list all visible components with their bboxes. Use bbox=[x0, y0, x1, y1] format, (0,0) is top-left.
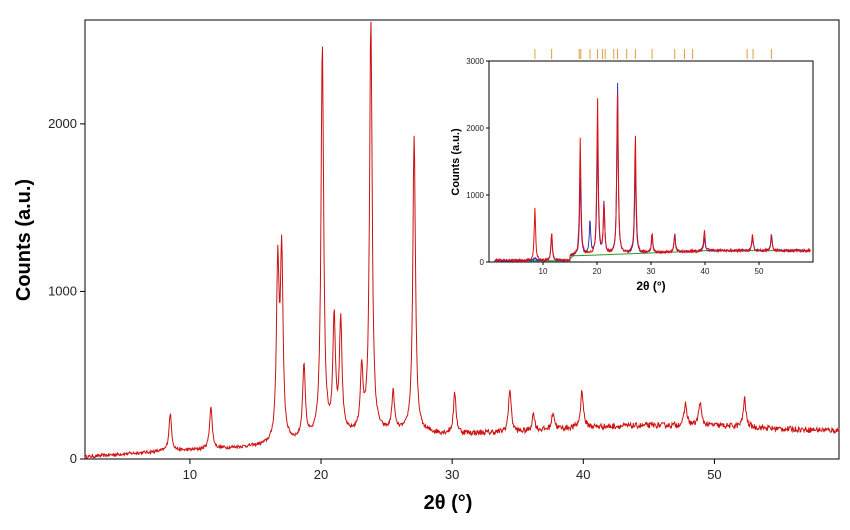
main-x-axis-title: 2θ (°) bbox=[424, 492, 473, 514]
main-x-tick-label: 50 bbox=[707, 467, 721, 482]
main-y-ticks: 0 1000 2000 bbox=[48, 116, 85, 466]
main-x-tick-label: 20 bbox=[314, 467, 328, 482]
inset-x-axis-title: 2θ (°) bbox=[636, 279, 665, 293]
inset-x-ticks: 10 20 30 40 50 bbox=[539, 262, 764, 276]
inset-x-tick-label: 20 bbox=[593, 267, 602, 276]
main-x-tick-label: 40 bbox=[576, 467, 590, 482]
inset-background bbox=[489, 61, 813, 262]
inset-x-tick-label: 30 bbox=[647, 267, 656, 276]
inset-x-tick-label: 10 bbox=[539, 267, 548, 276]
inset-y-tick-label: 3000 bbox=[466, 57, 484, 66]
main-y-tick-label: 0 bbox=[70, 451, 77, 466]
inset-reflection-ticks bbox=[534, 49, 772, 59]
main-y-tick-label: 2000 bbox=[48, 116, 77, 131]
main-x-tick-label: 30 bbox=[445, 467, 459, 482]
main-x-ticks: 10 20 30 40 50 bbox=[183, 459, 722, 482]
inset-chart: 0 1000 2000 3000 10 20 30 40 50 2θ (°) Counts (… bbox=[450, 49, 814, 293]
main-plot-frame bbox=[84, 19, 840, 460]
inset-x-tick-label: 40 bbox=[701, 267, 710, 276]
inset-y-axis-title: Counts (a.u.) bbox=[450, 128, 462, 196]
inset-y-ticks: 0 1000 2000 3000 bbox=[466, 57, 489, 267]
inset-x-tick-label: 50 bbox=[755, 267, 764, 276]
main-y-tick-label: 1000 bbox=[48, 283, 77, 298]
main-y-axis-title: Counts (a.u.) bbox=[13, 179, 35, 301]
main-series-line bbox=[84, 21, 840, 459]
inset-observed-line bbox=[494, 93, 811, 264]
main-x-tick-label: 10 bbox=[183, 467, 197, 482]
inset-y-tick-label: 0 bbox=[480, 258, 485, 267]
inset-y-tick-label: 2000 bbox=[466, 124, 484, 133]
inset-y-tick-label: 1000 bbox=[466, 191, 484, 200]
